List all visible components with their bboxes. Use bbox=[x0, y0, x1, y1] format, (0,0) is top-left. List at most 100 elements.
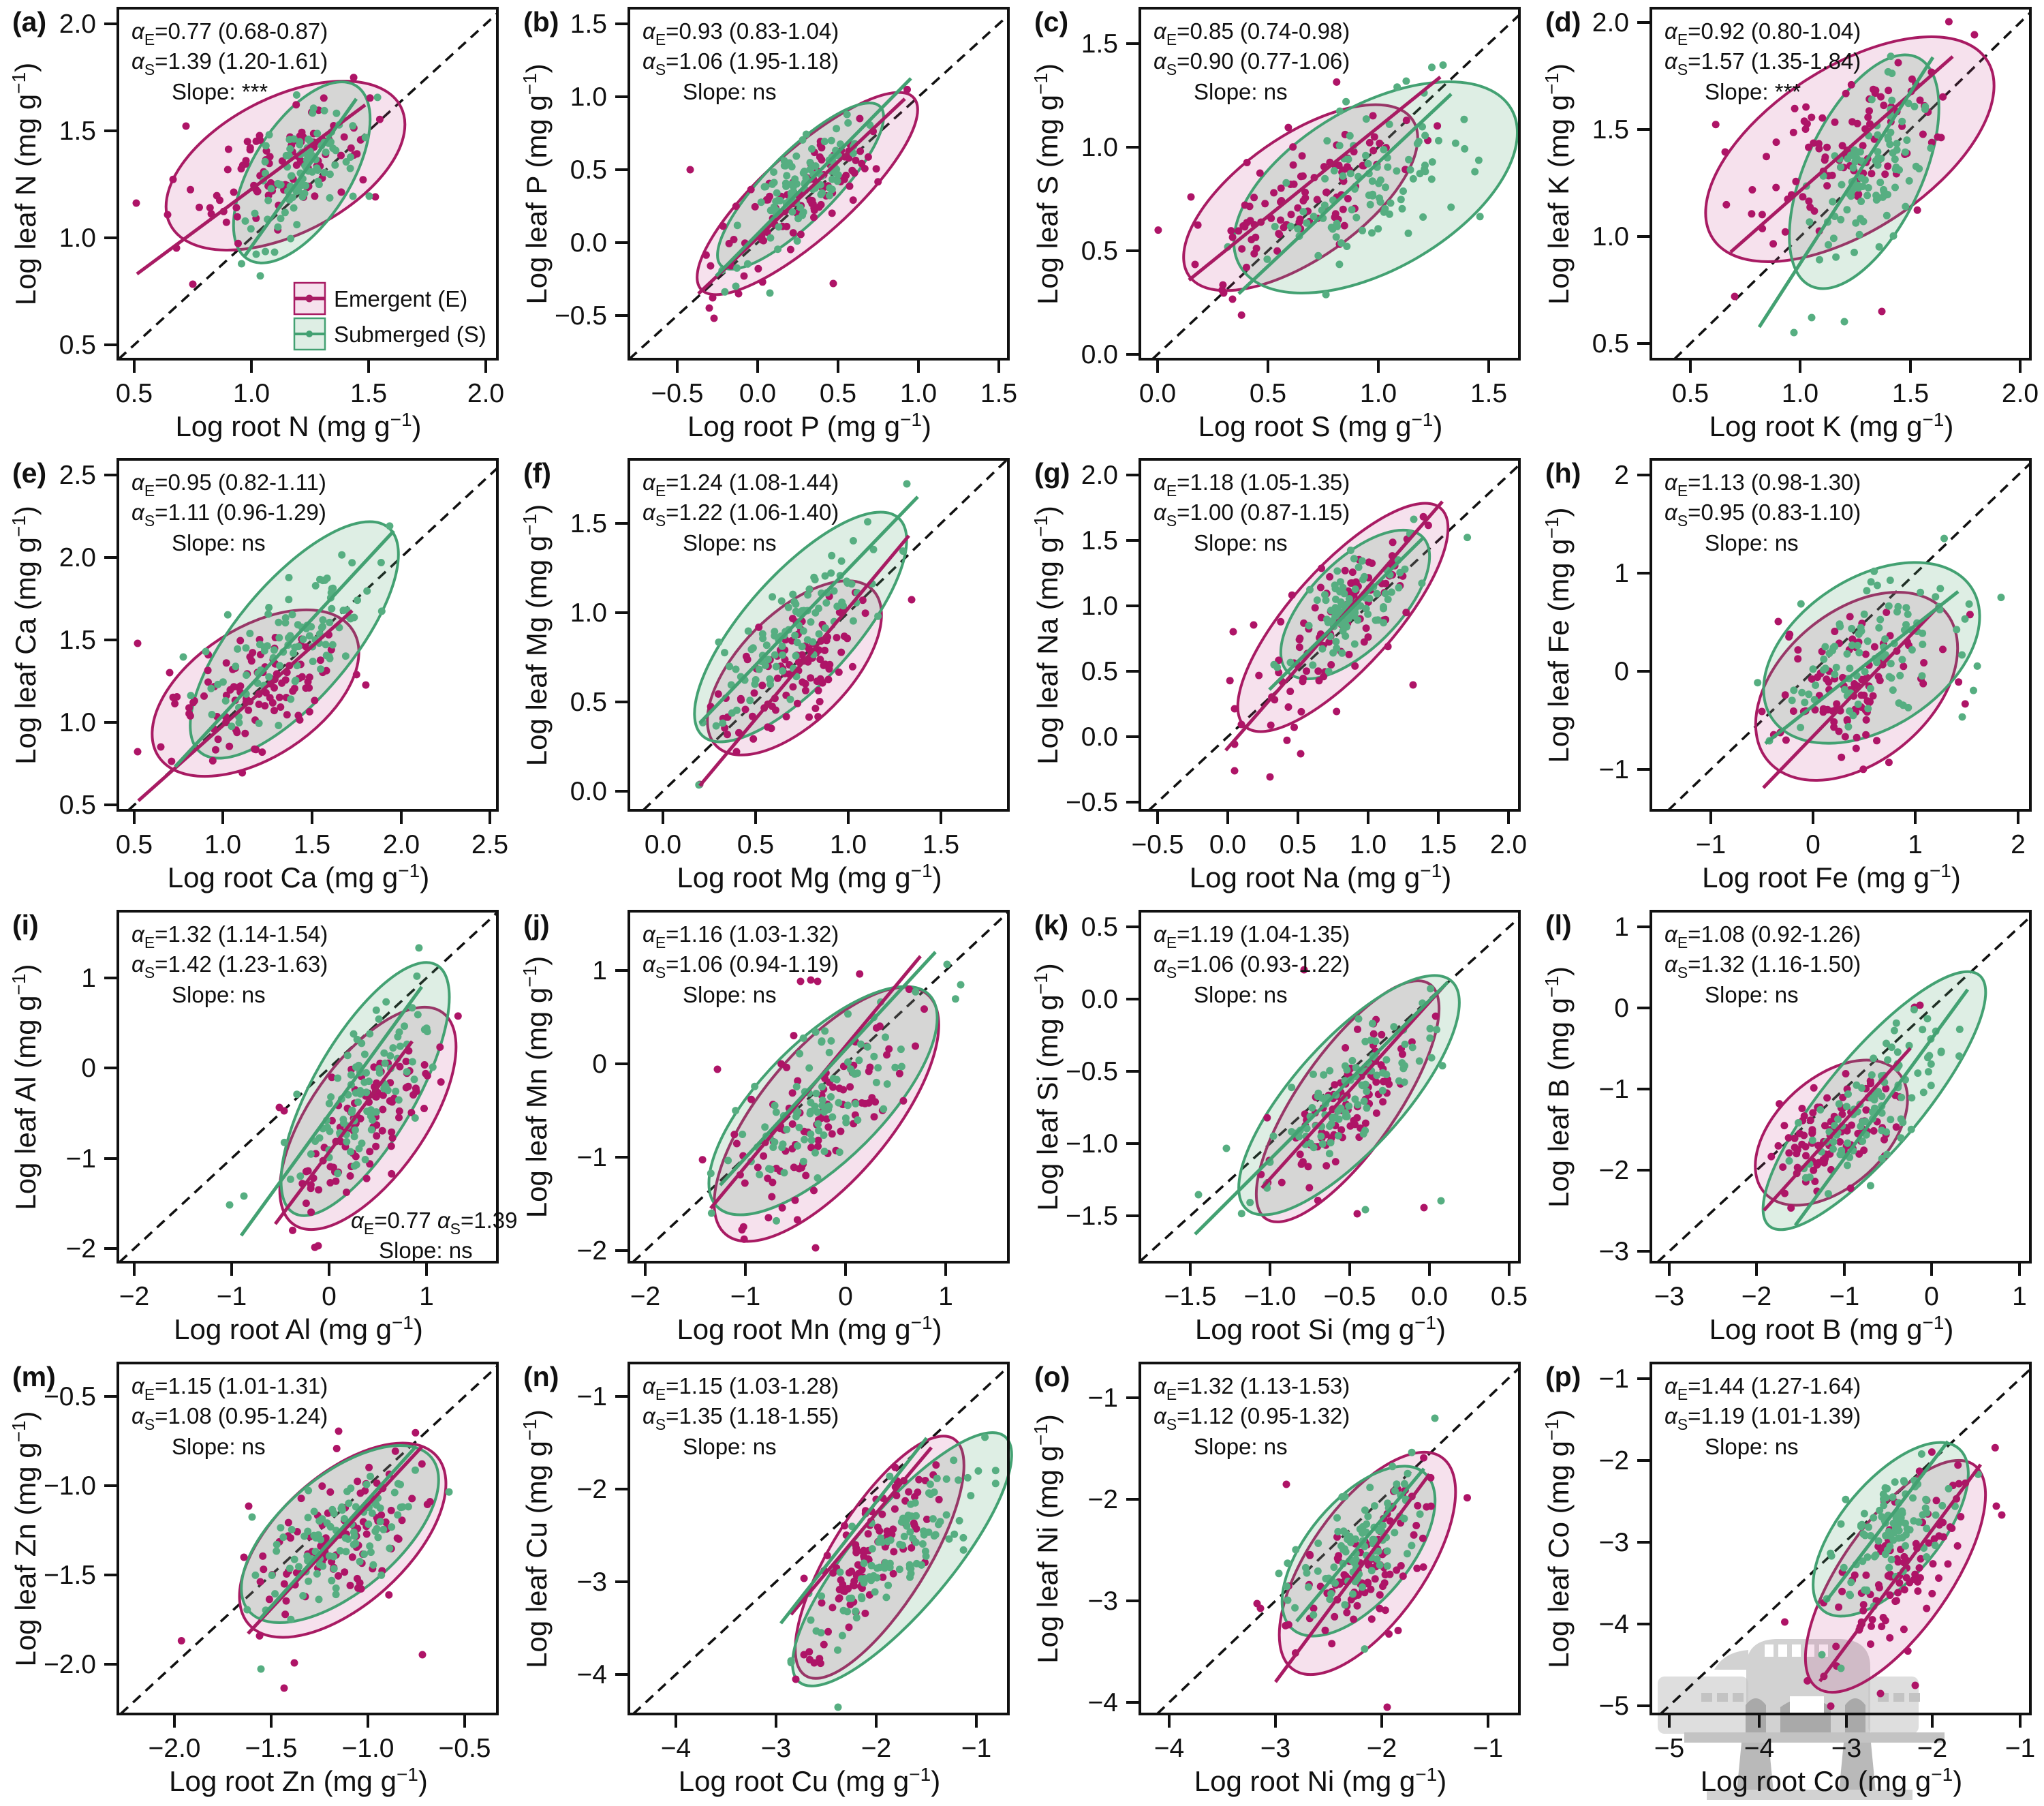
svg-text:Log root Al (mg g−1): Log root Al (mg g−1) bbox=[174, 1312, 423, 1345]
svg-text:−4: −4 bbox=[577, 1660, 607, 1689]
svg-text:1.0: 1.0 bbox=[59, 708, 96, 737]
svg-text:2.0: 2.0 bbox=[59, 10, 96, 39]
svg-text:0: 0 bbox=[592, 1050, 607, 1079]
svg-text:0.0: 0.0 bbox=[1411, 1282, 1448, 1311]
svg-text:−2: −2 bbox=[1367, 1734, 1397, 1763]
svg-text:Log root Ni (mg g−1): Log root Ni (mg g−1) bbox=[1194, 1764, 1446, 1797]
svg-text:Slope: ns: Slope: ns bbox=[379, 1238, 473, 1263]
svg-text:2.0: 2.0 bbox=[2002, 379, 2039, 408]
svg-text:−3: −3 bbox=[1260, 1734, 1290, 1763]
svg-text:Log leaf B (mg g−1): Log leaf B (mg g−1) bbox=[1541, 966, 1575, 1208]
svg-text:αS=1.57 (1.35-1.84): αS=1.57 (1.35-1.84) bbox=[1664, 48, 1861, 78]
svg-text:Slope: ns: Slope: ns bbox=[172, 1434, 266, 1459]
svg-text:1.5: 1.5 bbox=[59, 626, 96, 655]
svg-text:−3: −3 bbox=[1654, 1282, 1684, 1311]
svg-text:1: 1 bbox=[1908, 830, 1923, 859]
svg-text:(d): (d) bbox=[1545, 6, 1581, 37]
svg-text:−4: −4 bbox=[661, 1734, 691, 1763]
svg-text:1: 1 bbox=[419, 1282, 434, 1311]
svg-text:−1: −1 bbox=[961, 1734, 991, 1763]
svg-text:Slope: ns: Slope: ns bbox=[683, 530, 777, 555]
svg-text:1.5: 1.5 bbox=[1420, 830, 1457, 859]
svg-text:αS=1.08 (0.95-1.24): αS=1.08 (0.95-1.24) bbox=[131, 1403, 328, 1433]
svg-text:(m): (m) bbox=[12, 1361, 56, 1392]
svg-text:−1.0: −1.0 bbox=[1066, 1129, 1118, 1159]
svg-text:0.5: 0.5 bbox=[116, 379, 153, 408]
svg-text:−4: −4 bbox=[1599, 1610, 1629, 1639]
svg-text:−1: −1 bbox=[1599, 1364, 1629, 1394]
svg-text:−1: −1 bbox=[1599, 1075, 1629, 1104]
svg-text:αS=0.90 (0.77-1.06): αS=0.90 (0.77-1.06) bbox=[1153, 48, 1350, 78]
svg-text:−4: −4 bbox=[1154, 1734, 1184, 1763]
svg-text:Log root K (mg g−1): Log root K (mg g−1) bbox=[1709, 409, 1954, 442]
svg-text:0.5: 0.5 bbox=[1250, 379, 1286, 408]
svg-text:Log root Na (mg g−1): Log root Na (mg g−1) bbox=[1190, 860, 1451, 893]
svg-text:−1: −1 bbox=[1088, 1383, 1118, 1413]
svg-text:−4: −4 bbox=[1744, 1734, 1774, 1763]
svg-text:0.5: 0.5 bbox=[1672, 379, 1709, 408]
svg-text:0.5: 0.5 bbox=[59, 791, 96, 820]
svg-text:Log root B (mg g−1): Log root B (mg g−1) bbox=[1709, 1312, 1954, 1345]
svg-text:0.0: 0.0 bbox=[739, 379, 776, 408]
svg-text:Slope: ns: Slope: ns bbox=[172, 530, 266, 555]
svg-text:Log leaf Zn (mg g−1): Log leaf Zn (mg g−1) bbox=[8, 1411, 42, 1666]
svg-text:(b): (b) bbox=[523, 6, 559, 37]
svg-text:αE=1.15 (1.01-1.31): αE=1.15 (1.01-1.31) bbox=[131, 1373, 328, 1403]
svg-text:−1: −1 bbox=[217, 1282, 247, 1311]
svg-text:−0.5: −0.5 bbox=[439, 1734, 491, 1763]
svg-text:−2: −2 bbox=[119, 1282, 149, 1311]
svg-text:−1.5: −1.5 bbox=[1066, 1202, 1118, 1231]
svg-text:Submerged (S): Submerged (S) bbox=[334, 322, 486, 347]
svg-text:(f): (f) bbox=[523, 457, 551, 489]
svg-text:(l): (l) bbox=[1545, 909, 1572, 940]
svg-text:0.5: 0.5 bbox=[116, 830, 153, 859]
svg-text:αS=1.22 (1.06-1.40): αS=1.22 (1.06-1.40) bbox=[642, 500, 839, 530]
svg-text:2.0: 2.0 bbox=[467, 379, 504, 408]
svg-text:0.5: 0.5 bbox=[1280, 830, 1316, 859]
svg-text:0.5: 0.5 bbox=[1081, 657, 1118, 686]
svg-text:−1: −1 bbox=[1599, 755, 1629, 784]
svg-text:αS=1.06 (1.95-1.18): αS=1.06 (1.95-1.18) bbox=[642, 48, 839, 78]
svg-text:−1: −1 bbox=[1829, 1282, 1859, 1311]
svg-text:2.0: 2.0 bbox=[383, 830, 420, 859]
svg-text:αS=1.32 (1.16-1.50): αS=1.32 (1.16-1.50) bbox=[1664, 951, 1861, 981]
svg-text:2.0: 2.0 bbox=[59, 543, 96, 572]
svg-text:−2: −2 bbox=[1599, 1446, 1629, 1475]
svg-text:1.0: 1.0 bbox=[830, 830, 867, 859]
svg-text:0.0: 0.0 bbox=[1081, 985, 1118, 1014]
svg-text:Slope: ns: Slope: ns bbox=[683, 1434, 777, 1459]
svg-text:Slope: ***: Slope: *** bbox=[1705, 79, 1801, 104]
svg-text:αE=0.92 (0.80-1.04): αE=0.92 (0.80-1.04) bbox=[1664, 18, 1861, 48]
svg-text:1.0: 1.0 bbox=[1081, 133, 1118, 162]
svg-text:αS=1.06 (0.94-1.19): αS=1.06 (0.94-1.19) bbox=[642, 951, 839, 981]
svg-text:(c): (c) bbox=[1034, 6, 1068, 37]
svg-text:1.0: 1.0 bbox=[1350, 830, 1387, 859]
svg-text:αE=1.24 (1.08-1.44): αE=1.24 (1.08-1.44) bbox=[642, 470, 839, 500]
svg-text:0.0: 0.0 bbox=[645, 830, 681, 859]
svg-text:−1: −1 bbox=[2005, 1734, 2035, 1763]
svg-text:2.0: 2.0 bbox=[1592, 8, 1629, 37]
svg-text:αE=1.08 (0.92-1.26): αE=1.08 (0.92-1.26) bbox=[1664, 921, 1861, 951]
svg-text:1.5: 1.5 bbox=[294, 830, 330, 859]
svg-text:−1.0: −1.0 bbox=[1244, 1282, 1297, 1311]
svg-text:(p): (p) bbox=[1545, 1361, 1581, 1392]
svg-text:(o): (o) bbox=[1034, 1361, 1070, 1392]
svg-text:−1: −1 bbox=[577, 1143, 607, 1172]
svg-text:−1.5: −1.5 bbox=[245, 1734, 298, 1763]
svg-text:−1: −1 bbox=[66, 1144, 96, 1174]
svg-text:(n): (n) bbox=[523, 1361, 559, 1392]
svg-text:Log root Mg (mg g−1): Log root Mg (mg g−1) bbox=[677, 860, 942, 893]
svg-text:−2: −2 bbox=[577, 1475, 607, 1504]
svg-text:1.0: 1.0 bbox=[900, 379, 937, 408]
svg-text:0: 0 bbox=[1614, 657, 1629, 686]
svg-text:1.5: 1.5 bbox=[980, 379, 1017, 408]
svg-text:0: 0 bbox=[1924, 1282, 1939, 1311]
svg-text:1: 1 bbox=[1614, 913, 1629, 942]
svg-text:Emergent (E): Emergent (E) bbox=[334, 286, 467, 311]
svg-text:1.0: 1.0 bbox=[1360, 379, 1397, 408]
svg-text:2.0: 2.0 bbox=[1081, 461, 1118, 490]
svg-text:Slope: ns: Slope: ns bbox=[1705, 530, 1799, 555]
svg-text:1.5: 1.5 bbox=[923, 830, 959, 859]
svg-text:2.5: 2.5 bbox=[471, 830, 508, 859]
svg-text:Log leaf Mn (mg g−1): Log leaf Mn (mg g−1) bbox=[519, 956, 553, 1218]
